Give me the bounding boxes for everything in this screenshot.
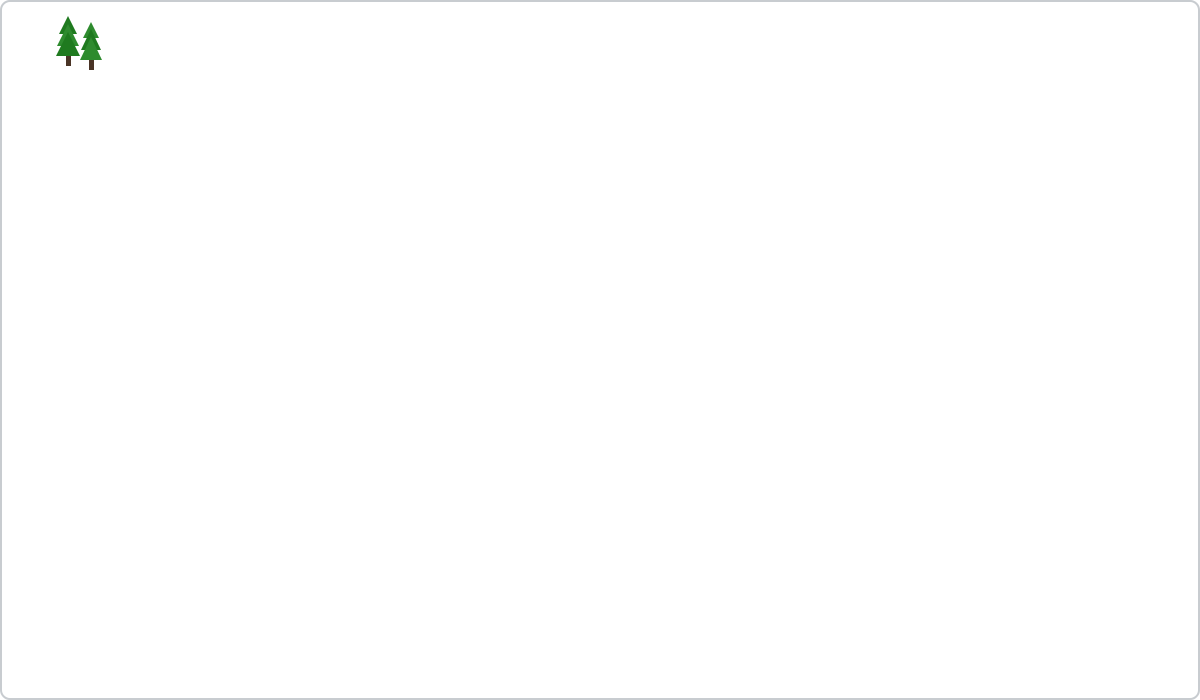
logo [54, 10, 324, 110]
evergreen-trees-icon [56, 16, 102, 70]
